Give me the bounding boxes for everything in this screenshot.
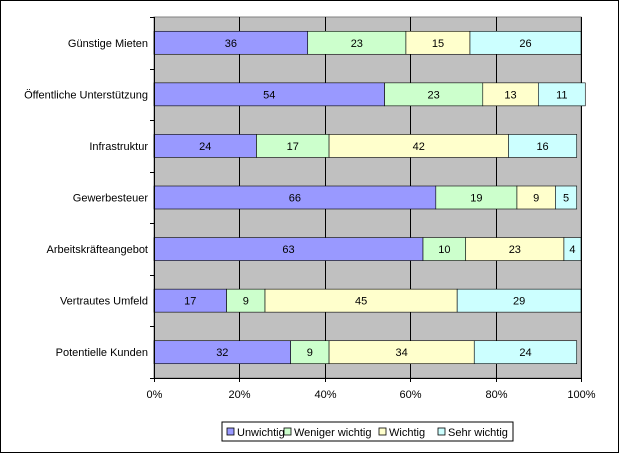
x-tick-label: 0%: [147, 389, 163, 401]
x-tick-labels: 0% 20% 40% 60% 80% 100%: [147, 389, 596, 401]
data-label: 26: [519, 38, 531, 50]
bar-segment: [473, 340, 578, 365]
bars: 36 23 15 26 54 23 13 11 24 17 42 16 66 19 9 5 63 10 23 4 17 9…: [153, 30, 586, 365]
data-label: 42: [413, 141, 425, 153]
category-label: Gewerbesteuer: [73, 193, 149, 205]
x-tick-label: 80%: [485, 389, 507, 401]
data-label: 9: [533, 193, 539, 205]
data-label: 9: [243, 296, 249, 308]
category-label: Potentielle Kunden: [56, 347, 148, 359]
category-labels: Günstige Mieten Öffentliche Unterstützung…: [24, 38, 148, 359]
data-label: 23: [509, 244, 521, 256]
data-label: 10: [438, 244, 450, 256]
data-label: 32: [216, 347, 228, 359]
legend-label: Unwichtig: [237, 427, 285, 439]
data-label: 4: [569, 244, 575, 256]
legend-swatch: [378, 427, 387, 436]
data-label: 23: [351, 38, 363, 50]
category-label: Vertrautes Umfeld: [60, 296, 148, 308]
data-label: 9: [307, 347, 313, 359]
data-label: 34: [396, 347, 408, 359]
bar-segment: [563, 237, 582, 261]
legend-box: [221, 421, 514, 442]
bar-segment: [508, 134, 578, 158]
data-label: 11: [556, 89, 567, 101]
data-label: 24: [199, 141, 211, 153]
category-label: Günstige Mieten: [68, 38, 148, 50]
data-label: 29: [513, 296, 525, 308]
category-label: Arbeitskräfteangebot: [46, 244, 148, 256]
legend-swatch: [283, 427, 292, 436]
x-tick-label: 100%: [567, 389, 595, 401]
data-label: 15: [432, 38, 444, 50]
data-label: 19: [470, 193, 482, 205]
bar-segment: [537, 82, 586, 107]
legend-swatch: [226, 427, 235, 436]
legend-label: Weniger wichtig: [294, 427, 371, 439]
data-label: 45: [355, 296, 367, 308]
x-tick-label: 20%: [228, 389, 250, 401]
data-label: 5: [563, 193, 569, 205]
data-label: 66: [289, 193, 301, 205]
legend-label: Wichtig: [389, 427, 425, 439]
data-label: 63: [282, 244, 294, 256]
category-label: Öffentliche Unterstützung: [24, 89, 148, 101]
data-label: 17: [184, 296, 196, 308]
data-label: 16: [536, 141, 548, 153]
data-label: 13: [504, 89, 516, 101]
bar-segment: [456, 288, 582, 313]
legend-label: Sehr wichtig: [448, 427, 508, 439]
bar-segment: [469, 30, 582, 55]
data-label: 36: [225, 38, 237, 50]
legend-swatch: [437, 427, 446, 436]
data-label: 54: [263, 89, 275, 101]
data-label: 17: [287, 141, 299, 153]
x-tick-label: 60%: [399, 389, 421, 401]
bar-segment: [555, 185, 578, 210]
x-tick-label: 40%: [314, 389, 336, 401]
data-label: 23: [428, 89, 440, 101]
legend: Unwichtig Weniger wichtig Wichtig Sehr wich…: [221, 421, 514, 442]
category-label: Infrastruktur: [89, 141, 148, 153]
data-label: 24: [519, 347, 531, 359]
axes: [150, 17, 582, 382]
